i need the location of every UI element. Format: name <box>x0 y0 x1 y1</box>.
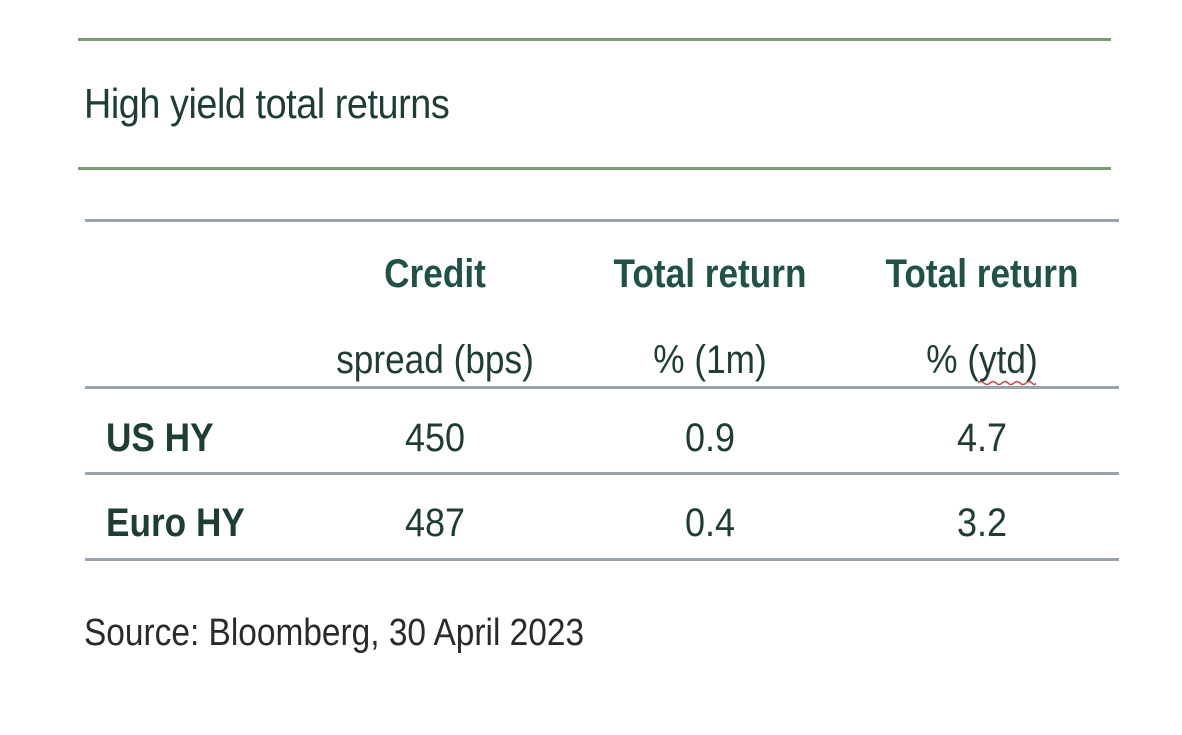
cell-us-hy-spread: 450 <box>404 416 466 460</box>
table-top-rule <box>85 219 1119 222</box>
cell-us-hy-ytd: 4.7 <box>956 416 1008 460</box>
col-header-1m-line1: Total return <box>613 252 807 296</box>
source-note: Source: Bloomberg, 30 April 2023 <box>84 612 585 654</box>
row-label-euro-hy: Euro HY <box>106 501 245 545</box>
col-header-spread-line2: spread (bps) <box>336 338 534 382</box>
title-bottom-rule <box>78 167 1111 170</box>
col-header-spread-line1: Credit <box>384 252 486 296</box>
cell-euro-hy-1m: 0.4 <box>684 501 736 545</box>
col-header-1m-line2: % (1m) <box>653 338 767 382</box>
col-header-ytd-line2: % (ytd) <box>926 338 1038 382</box>
table-bottom-rule <box>85 558 1119 561</box>
row-divider <box>85 472 1119 475</box>
cell-euro-hy-ytd: 3.2 <box>956 501 1008 545</box>
title-top-rule <box>78 38 1111 41</box>
figure-title: High yield total returns <box>84 80 450 127</box>
cell-euro-hy-spread: 487 <box>404 501 466 545</box>
header-bottom-rule <box>85 386 1119 389</box>
row-label-us-hy: US HY <box>106 416 214 460</box>
col-header-ytd-line1: Total return <box>885 252 1079 296</box>
cell-us-hy-1m: 0.9 <box>684 416 736 460</box>
spellcheck-underline <box>978 380 1036 386</box>
